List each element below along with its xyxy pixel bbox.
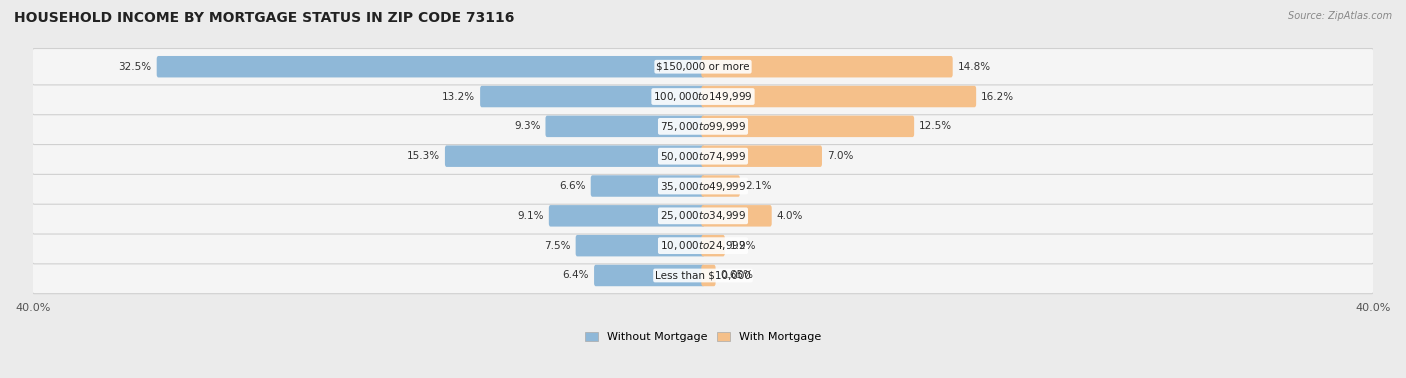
Text: 14.8%: 14.8%: [957, 62, 991, 72]
Text: $150,000 or more: $150,000 or more: [657, 62, 749, 72]
FancyBboxPatch shape: [444, 146, 704, 167]
Text: 7.5%: 7.5%: [544, 241, 571, 251]
FancyBboxPatch shape: [702, 146, 823, 167]
Text: 4.0%: 4.0%: [776, 211, 803, 221]
Text: 12.5%: 12.5%: [920, 121, 952, 132]
FancyBboxPatch shape: [546, 116, 704, 137]
FancyBboxPatch shape: [702, 86, 976, 107]
FancyBboxPatch shape: [32, 228, 1374, 264]
Text: 2.1%: 2.1%: [745, 181, 772, 191]
Text: 6.6%: 6.6%: [560, 181, 586, 191]
FancyBboxPatch shape: [32, 198, 1374, 234]
Text: 0.65%: 0.65%: [721, 271, 754, 280]
FancyBboxPatch shape: [32, 48, 1374, 85]
FancyBboxPatch shape: [575, 235, 704, 256]
FancyBboxPatch shape: [591, 175, 704, 197]
Text: 15.3%: 15.3%: [406, 151, 440, 161]
Text: $50,000 to $74,999: $50,000 to $74,999: [659, 150, 747, 163]
FancyBboxPatch shape: [702, 265, 716, 286]
FancyBboxPatch shape: [32, 257, 1374, 294]
Text: Less than $10,000: Less than $10,000: [655, 271, 751, 280]
Text: 9.1%: 9.1%: [517, 211, 544, 221]
Text: $35,000 to $49,999: $35,000 to $49,999: [659, 180, 747, 192]
Text: $75,000 to $99,999: $75,000 to $99,999: [659, 120, 747, 133]
Text: 6.4%: 6.4%: [562, 271, 589, 280]
FancyBboxPatch shape: [548, 205, 704, 226]
FancyBboxPatch shape: [32, 138, 1374, 174]
FancyBboxPatch shape: [702, 235, 724, 256]
Legend: Without Mortgage, With Mortgage: Without Mortgage, With Mortgage: [581, 327, 825, 347]
FancyBboxPatch shape: [702, 205, 772, 226]
FancyBboxPatch shape: [702, 116, 914, 137]
FancyBboxPatch shape: [156, 56, 704, 77]
Text: 32.5%: 32.5%: [118, 62, 152, 72]
FancyBboxPatch shape: [32, 78, 1374, 115]
Text: 16.2%: 16.2%: [981, 91, 1014, 102]
FancyBboxPatch shape: [702, 56, 953, 77]
Text: Source: ZipAtlas.com: Source: ZipAtlas.com: [1288, 11, 1392, 21]
FancyBboxPatch shape: [595, 265, 704, 286]
FancyBboxPatch shape: [32, 168, 1374, 204]
Text: 1.2%: 1.2%: [730, 241, 756, 251]
Text: $25,000 to $34,999: $25,000 to $34,999: [659, 209, 747, 222]
Text: $100,000 to $149,999: $100,000 to $149,999: [654, 90, 752, 103]
FancyBboxPatch shape: [702, 175, 740, 197]
Text: 9.3%: 9.3%: [515, 121, 540, 132]
Text: 13.2%: 13.2%: [441, 91, 475, 102]
FancyBboxPatch shape: [32, 108, 1374, 144]
FancyBboxPatch shape: [479, 86, 704, 107]
Text: $10,000 to $24,999: $10,000 to $24,999: [659, 239, 747, 252]
Text: HOUSEHOLD INCOME BY MORTGAGE STATUS IN ZIP CODE 73116: HOUSEHOLD INCOME BY MORTGAGE STATUS IN Z…: [14, 11, 515, 25]
Text: 7.0%: 7.0%: [827, 151, 853, 161]
